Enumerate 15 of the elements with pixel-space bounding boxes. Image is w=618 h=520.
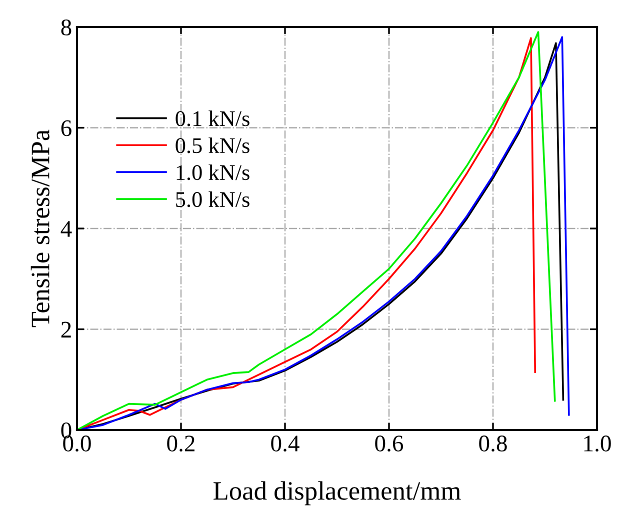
x-axis-title: Load displacement/mm <box>214 481 461 506</box>
legend-label: 0.5 kN/s <box>176 137 250 154</box>
x-tick-label: 0.6 <box>375 436 404 452</box>
legend-label: 1.0 kN/s <box>176 164 250 180</box>
x-tick-label: 1.0 <box>584 436 611 452</box>
legend-label: 0.1 kN/s <box>176 110 250 126</box>
legend-label: 5.0 kN/s <box>176 191 250 208</box>
x-tick-label: 0.8 <box>479 436 507 452</box>
y-tick-label: 6 <box>61 120 72 136</box>
x-tick-label: 0.4 <box>271 436 300 452</box>
x-tick-label: 0.2 <box>167 436 194 452</box>
y-tick-label: 2 <box>61 322 71 338</box>
y-tick-label: 4 <box>60 221 72 237</box>
y-tick-label: 8 <box>61 19 72 36</box>
y-axis-title: Tensile stress/MPa <box>30 130 50 328</box>
